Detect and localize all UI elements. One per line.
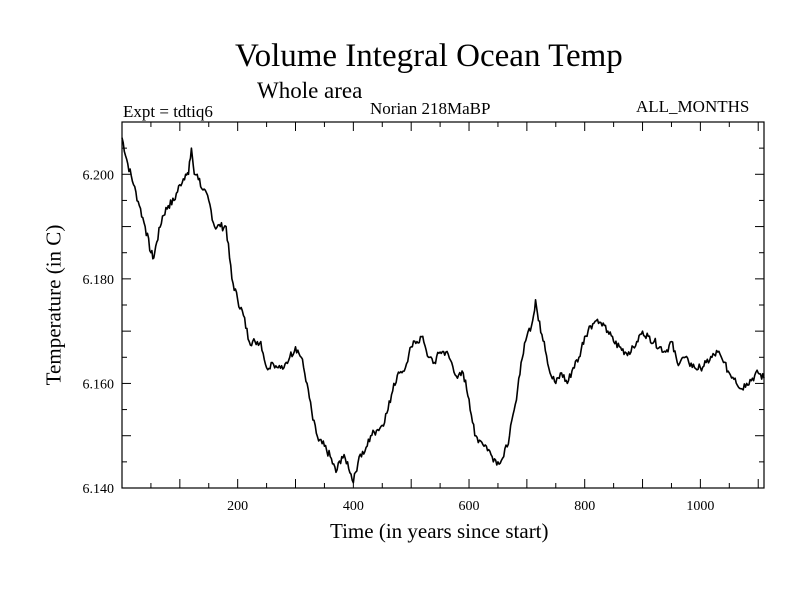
series-line [121, 137, 765, 484]
x-tick-label: 400 [343, 499, 364, 514]
y-tick-label: 6.200 [83, 168, 115, 183]
y-tick-label: 6.160 [83, 377, 115, 392]
chart-title: Volume Integral Ocean Temp [235, 38, 623, 74]
region-label: Norian 218MaBP [370, 99, 491, 118]
plot-frame [121, 121, 765, 489]
chart-subtitle: Whole area [257, 78, 363, 103]
x-tick-label: 600 [459, 499, 480, 514]
months-label: ALL_MONTHS [636, 97, 750, 116]
axis-ticks [122, 122, 764, 488]
x-tick-label: 200 [227, 499, 248, 514]
experiment-label: Expt = tdtiq6 [123, 102, 213, 121]
x-axis-label: Time (in years since start) [330, 519, 549, 543]
x-tick-label: 800 [574, 499, 595, 514]
y-tick-label: 6.140 [83, 482, 115, 497]
axis-tick-labels: 200 400 600 800 1000 6.140 6.160 6.180 6.200 [83, 168, 715, 514]
y-tick-label: 6.180 [83, 273, 115, 288]
x-tick-label: 1000 [686, 499, 714, 514]
